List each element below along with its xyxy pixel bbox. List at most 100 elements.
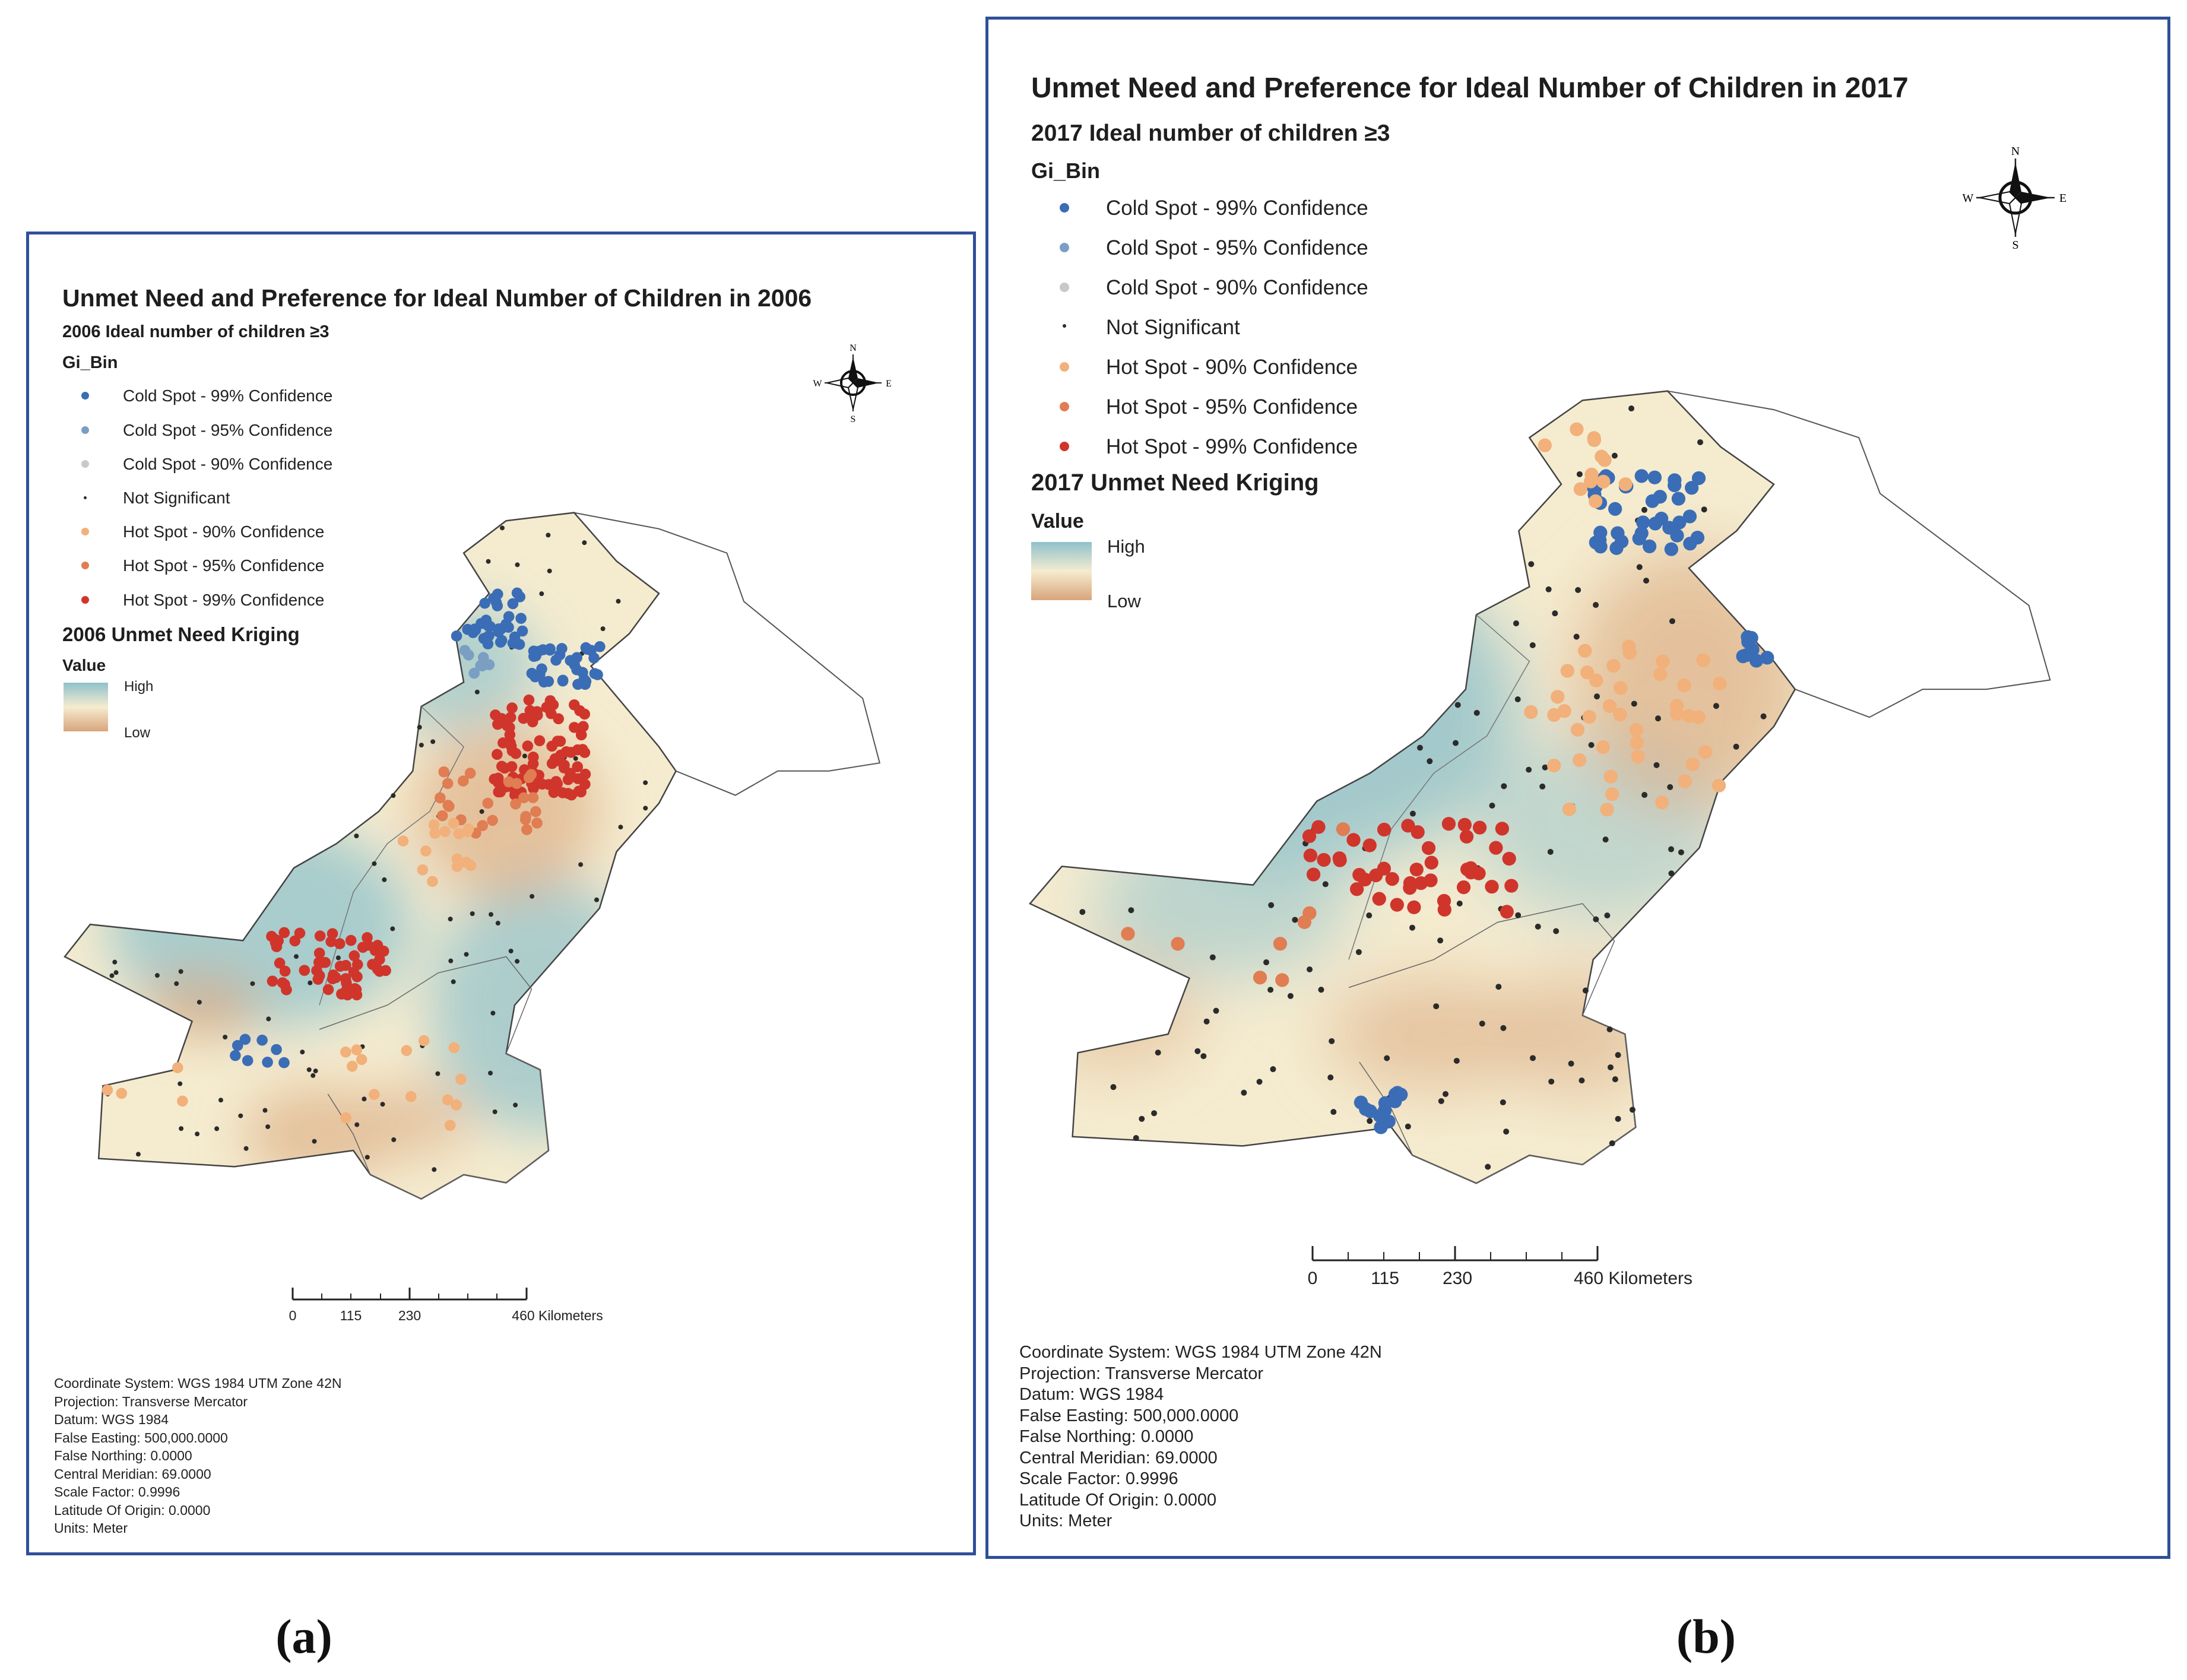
legend-swatch-cold99 xyxy=(81,392,89,400)
province-border xyxy=(319,956,549,1200)
point-not-significant xyxy=(223,1034,228,1040)
legend-field-name: Gi_Bin xyxy=(62,353,118,372)
point-not-significant xyxy=(464,952,469,957)
point-hot99 xyxy=(534,735,546,747)
point-not-significant xyxy=(1615,1052,1621,1058)
point-not-significant xyxy=(362,1096,367,1102)
point-hot99 xyxy=(271,941,283,953)
point-hot99 xyxy=(1401,819,1415,833)
point-hot99 xyxy=(334,938,346,949)
point-cold99 xyxy=(530,650,541,662)
point-not-significant xyxy=(1327,1074,1334,1081)
coord-line: Latitude Of Origin: 0.0000 xyxy=(1019,1490,1217,1510)
point-cold99 xyxy=(1690,531,1705,545)
point-hot95 xyxy=(443,801,455,812)
scale-tick-0: 0 xyxy=(1307,1269,1318,1288)
legend-label-hot90: Hot Spot - 90% Confidence xyxy=(1106,356,1358,379)
point-not-significant xyxy=(1155,1050,1161,1056)
point-hot90 xyxy=(177,1095,188,1107)
point-hot95 xyxy=(1275,973,1289,987)
point-not-significant xyxy=(489,912,494,917)
point-cold99 xyxy=(571,652,582,664)
point-hot90 xyxy=(1629,722,1644,737)
point-hot90 xyxy=(1578,644,1592,658)
point-hot95 xyxy=(1273,937,1288,951)
point-hot99 xyxy=(1332,851,1346,866)
point-hot99 xyxy=(1489,841,1503,855)
point-not-significant xyxy=(500,525,505,531)
point-hot90 xyxy=(1630,736,1644,750)
point-not-significant xyxy=(1503,1129,1510,1135)
coord-line: Datum: WGS 1984 xyxy=(54,1412,169,1427)
legend-swatch-hot99 xyxy=(81,596,89,604)
point-cold99 xyxy=(557,675,569,687)
scale-tick-460: 460 Kilometers xyxy=(512,1308,603,1323)
point-cold99 xyxy=(588,652,600,664)
coord-line: Central Meridian: 69.0000 xyxy=(54,1466,211,1482)
point-hot99 xyxy=(497,737,509,749)
point-not-significant xyxy=(435,1071,440,1076)
kriging-surface-patch xyxy=(243,1086,396,1183)
point-not-significant xyxy=(1513,620,1519,627)
point-cold99 xyxy=(507,598,519,610)
point-hot95 xyxy=(511,778,522,790)
point-not-significant xyxy=(1535,923,1541,930)
compass-e: E xyxy=(886,379,892,389)
legend-label-cold99: Cold Spot - 99% Confidence xyxy=(123,386,333,405)
gradient-high-label: High xyxy=(1107,536,1145,557)
compass-w: W xyxy=(813,379,822,389)
point-not-significant xyxy=(335,955,341,961)
point-hot99 xyxy=(1306,867,1321,882)
point-hot90 xyxy=(116,1088,128,1099)
kriging-title: 2017 Unmet Need Kriging xyxy=(1031,470,1319,496)
point-cold99 xyxy=(1608,502,1622,516)
point-not-significant xyxy=(154,973,160,978)
point-hot95 xyxy=(521,824,533,835)
point-hot99 xyxy=(499,762,511,774)
legend-swatch-hot90 xyxy=(81,528,89,535)
point-hot99 xyxy=(351,959,363,971)
point-hot90 xyxy=(1656,654,1670,668)
point-hot95 xyxy=(477,820,489,832)
point-not-significant xyxy=(643,806,648,811)
point-hot95 xyxy=(464,768,476,779)
map-title: Unmet Need and Preference for Ideal Numb… xyxy=(62,284,812,312)
point-hot99 xyxy=(1369,868,1383,883)
point-not-significant xyxy=(1433,1003,1440,1010)
point-not-significant xyxy=(113,970,119,975)
point-not-significant xyxy=(1547,848,1554,855)
point-hot90 xyxy=(465,860,477,871)
point-hot95 xyxy=(1336,822,1351,836)
point-not-significant xyxy=(448,958,454,963)
point-cold99 xyxy=(1634,469,1649,483)
point-cold99 xyxy=(516,625,528,637)
point-not-significant xyxy=(474,689,480,695)
coord-line: Units: Meter xyxy=(54,1520,128,1536)
legend-swatch-cold99 xyxy=(1060,203,1069,213)
point-not-significant xyxy=(1194,1048,1201,1054)
legend-label-cold95: Cold Spot - 95% Confidence xyxy=(123,421,333,439)
point-not-significant xyxy=(1500,1025,1507,1031)
point-not-significant xyxy=(1355,949,1362,955)
point-not-significant xyxy=(1151,1110,1158,1117)
point-cold99 xyxy=(1589,535,1603,550)
point-hot99 xyxy=(1459,829,1474,844)
point-hot99 xyxy=(294,927,306,939)
point-hot95 xyxy=(520,811,531,822)
kriging-gradient-swatch xyxy=(64,683,108,731)
point-hot99 xyxy=(562,788,574,799)
kriging-gradient-swatch xyxy=(1031,542,1092,600)
legend-label-hot95: Hot Spot - 95% Confidence xyxy=(123,556,325,575)
point-hot90 xyxy=(1589,673,1603,687)
point-hot90 xyxy=(1655,795,1669,810)
point-hot90 xyxy=(1589,494,1603,509)
point-hot90 xyxy=(1587,433,1602,447)
point-not-significant xyxy=(582,540,587,546)
coord-line: Central Meridian: 69.0000 xyxy=(1019,1448,1218,1467)
point-hot90 xyxy=(1606,658,1621,673)
point-hot99 xyxy=(311,965,322,977)
point-hot90 xyxy=(1547,708,1561,722)
point-not-significant xyxy=(573,756,578,761)
compass-s: S xyxy=(2012,239,2018,251)
point-hot90 xyxy=(1570,722,1585,737)
